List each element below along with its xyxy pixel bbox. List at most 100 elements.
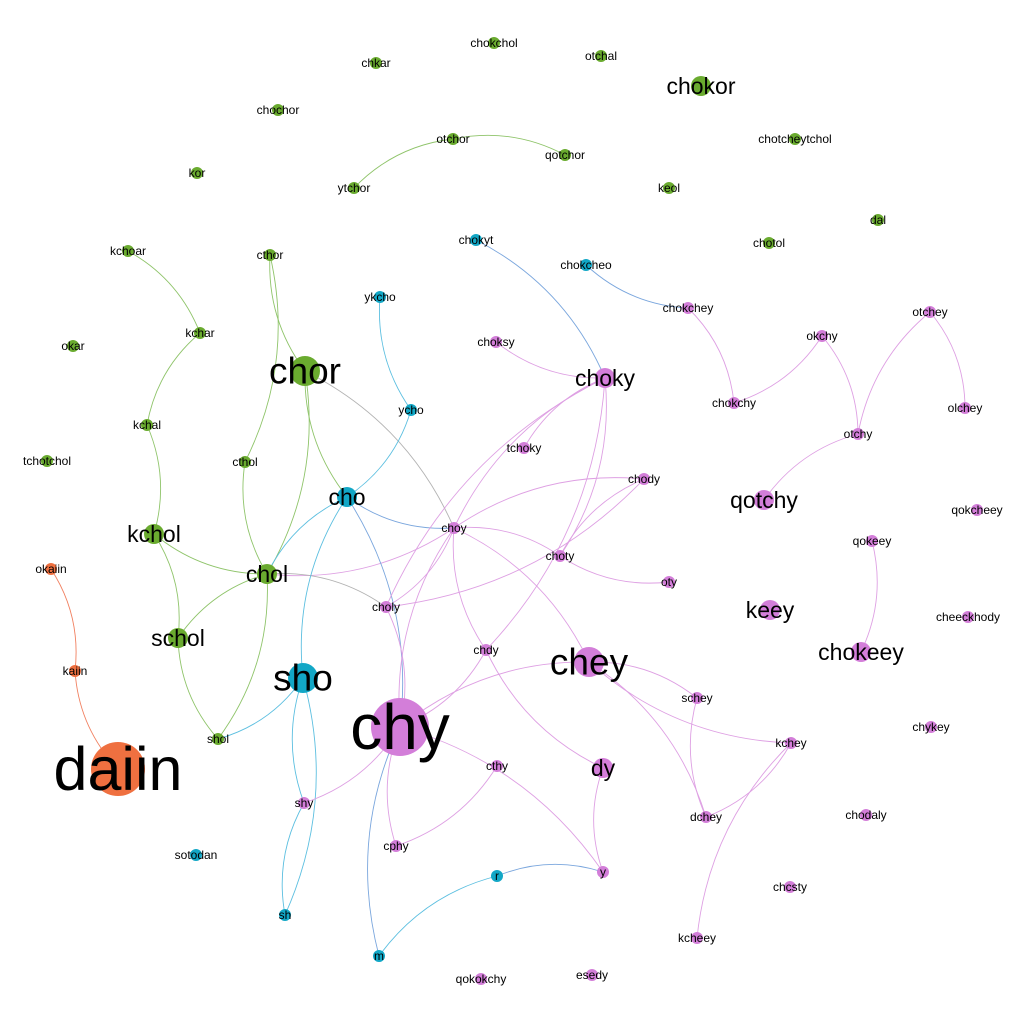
node-y[interactable] bbox=[597, 866, 609, 878]
node-chotcheytchol[interactable] bbox=[789, 133, 801, 145]
node-choty[interactable] bbox=[554, 550, 566, 562]
node-label-shol: shol bbox=[207, 732, 229, 746]
node-chol[interactable] bbox=[257, 564, 277, 584]
node-dy[interactable] bbox=[593, 758, 613, 778]
node-daiin[interactable] bbox=[91, 742, 145, 796]
node-ytchor[interactable] bbox=[348, 182, 360, 194]
node-kchar[interactable] bbox=[194, 327, 206, 339]
node-qokcheey[interactable] bbox=[971, 504, 983, 516]
node-otchal[interactable] bbox=[595, 50, 607, 62]
node-qokokchy[interactable] bbox=[475, 973, 487, 985]
node-choksy[interactable] bbox=[490, 336, 502, 348]
node-okar[interactable] bbox=[67, 340, 79, 352]
edge-otchor-qotchor bbox=[452, 134, 566, 156]
node-kchal[interactable] bbox=[141, 419, 153, 431]
node-label-ytchor: ytchor bbox=[338, 181, 371, 195]
node-chokyt[interactable] bbox=[470, 234, 482, 246]
node-label-otchor: otchor bbox=[436, 132, 469, 146]
node-esedy[interactable] bbox=[586, 969, 598, 981]
node-oty[interactable] bbox=[663, 576, 675, 588]
node-shol[interactable] bbox=[212, 733, 224, 745]
node-cthor[interactable] bbox=[264, 249, 276, 261]
node-cheeckhody[interactable] bbox=[962, 611, 974, 623]
node-cthy[interactable] bbox=[491, 760, 503, 772]
node-schol[interactable] bbox=[168, 628, 188, 648]
node-tchoky[interactable] bbox=[518, 442, 530, 454]
node-chodaly[interactable] bbox=[860, 809, 872, 821]
node-otchey[interactable] bbox=[924, 306, 936, 318]
node-r[interactable] bbox=[491, 870, 503, 882]
node-sho[interactable] bbox=[288, 663, 318, 693]
node-chor[interactable] bbox=[290, 356, 320, 386]
node-chokchy[interactable] bbox=[728, 397, 740, 409]
node-keey[interactable] bbox=[760, 600, 780, 620]
node-label-chody: chody bbox=[628, 472, 660, 486]
edge-schey-dchey bbox=[689, 697, 707, 818]
node-chokchol[interactable] bbox=[488, 37, 500, 49]
node-label-daiin: daiin bbox=[54, 735, 183, 803]
node-kaiin[interactable] bbox=[69, 665, 81, 677]
node-otchor[interactable] bbox=[447, 133, 459, 145]
edge-r-m bbox=[378, 875, 498, 957]
node-dal[interactable] bbox=[872, 214, 884, 226]
node-dchey[interactable] bbox=[700, 811, 712, 823]
node-choy[interactable] bbox=[448, 522, 460, 534]
node-chotol[interactable] bbox=[763, 237, 775, 249]
node-chy[interactable] bbox=[371, 698, 429, 756]
edge-chol-shol bbox=[217, 573, 268, 740]
node-keol[interactable] bbox=[663, 182, 675, 194]
node-ykcho[interactable] bbox=[374, 291, 386, 303]
node-sh[interactable] bbox=[279, 909, 291, 921]
edge-chokchy-okchy bbox=[733, 335, 823, 404]
node-label-chotol: chotol bbox=[753, 236, 785, 250]
edge-chor-cho bbox=[304, 370, 348, 498]
node-label-ykcho: ykcho bbox=[364, 290, 396, 304]
node-tchotchol[interactable] bbox=[41, 455, 53, 467]
node-label-dchey: dchey bbox=[690, 810, 722, 824]
node-chcsty[interactable] bbox=[784, 881, 796, 893]
node-label-shy: shy bbox=[295, 796, 314, 810]
node-qotchy[interactable] bbox=[754, 490, 774, 510]
node-label-schey: schey bbox=[681, 691, 712, 705]
edge-choty-oty bbox=[559, 555, 670, 584]
node-m[interactable] bbox=[373, 950, 385, 962]
node-cho[interactable] bbox=[337, 487, 357, 507]
node-chey[interactable] bbox=[574, 647, 604, 677]
node-okchy[interactable] bbox=[816, 330, 828, 342]
edge-choksy-choky bbox=[495, 341, 606, 379]
node-choky[interactable] bbox=[595, 368, 615, 388]
node-chokeey[interactable] bbox=[851, 642, 871, 662]
node-kchol[interactable] bbox=[144, 524, 164, 544]
node-chody[interactable] bbox=[638, 473, 650, 485]
node-label-keey: keey bbox=[746, 597, 795, 623]
node-okaiin[interactable] bbox=[45, 563, 57, 575]
node-otchy[interactable] bbox=[852, 428, 864, 440]
node-chokchey[interactable] bbox=[682, 302, 694, 314]
node-olchey[interactable] bbox=[959, 402, 971, 414]
node-chkar[interactable] bbox=[370, 57, 382, 69]
node-kor[interactable] bbox=[191, 167, 203, 179]
node-cthol[interactable] bbox=[239, 456, 251, 468]
node-kcheey[interactable] bbox=[691, 932, 703, 944]
node-label-okar: okar bbox=[61, 339, 84, 353]
node-chokcheo[interactable] bbox=[580, 259, 592, 271]
edge-chol-choy bbox=[266, 527, 455, 577]
node-label-qokcheey: qokcheey bbox=[951, 503, 1002, 517]
node-chokor[interactable] bbox=[691, 76, 711, 96]
node-kchey[interactable] bbox=[785, 737, 797, 749]
node-sotodan[interactable] bbox=[190, 849, 202, 861]
node-schey[interactable] bbox=[691, 692, 703, 704]
node-chochor[interactable] bbox=[272, 104, 284, 116]
node-qokeey[interactable] bbox=[866, 535, 878, 547]
node-chdy[interactable] bbox=[480, 644, 492, 656]
edge-chor-choy bbox=[304, 370, 455, 529]
edge-kchey-dchey bbox=[705, 742, 792, 818]
node-qotchor[interactable] bbox=[559, 149, 571, 161]
node-choly[interactable] bbox=[380, 601, 392, 613]
node-ycho[interactable] bbox=[405, 404, 417, 416]
node-shy[interactable] bbox=[298, 797, 310, 809]
node-kchoar[interactable] bbox=[122, 245, 134, 257]
node-chykey[interactable] bbox=[925, 721, 937, 733]
node-cphy[interactable] bbox=[390, 840, 402, 852]
node-label-chy: chy bbox=[350, 691, 450, 763]
